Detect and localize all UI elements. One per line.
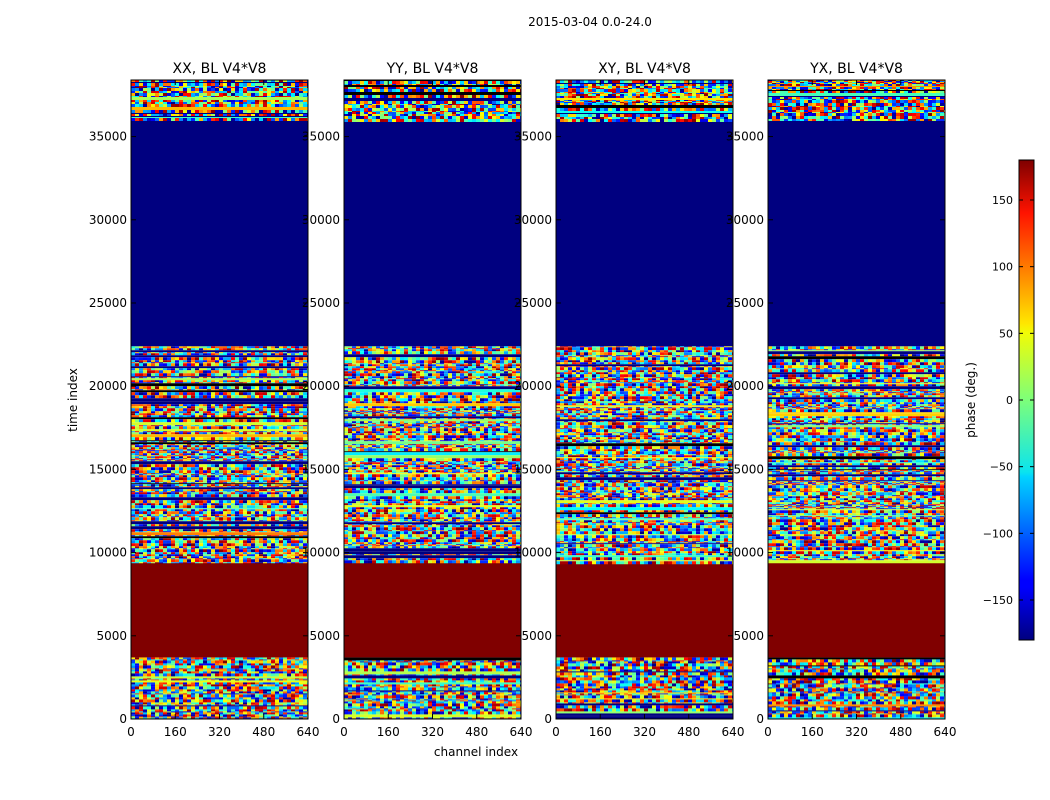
- y-tick-label: 0: [544, 712, 552, 726]
- colorbar-tick-label: −50: [990, 461, 1013, 474]
- constant-region: [768, 119, 945, 347]
- noise-region: [131, 80, 308, 121]
- y-tick-label: 15000: [302, 462, 340, 476]
- x-tick-label: 160: [589, 725, 612, 739]
- noise-region: [344, 346, 521, 564]
- y-tick-label: 10000: [89, 546, 127, 560]
- y-tick-label: 20000: [89, 379, 127, 393]
- heatmap-image: [556, 80, 733, 719]
- constant-region: [344, 562, 521, 658]
- x-tick-label: 160: [377, 725, 400, 739]
- constant-region: [344, 119, 521, 347]
- y-tick-label: 20000: [514, 379, 552, 393]
- y-tick-label: 35000: [302, 130, 340, 144]
- x-tick-label: 640: [510, 725, 533, 739]
- x-tick-label: 480: [677, 725, 700, 739]
- y-tick-label: 25000: [302, 296, 340, 310]
- noise-region: [556, 657, 733, 719]
- x-axis-label: channel index: [434, 745, 518, 759]
- constant-region: [131, 119, 308, 347]
- y-tick-label: 35000: [89, 130, 127, 144]
- noise-region: [768, 657, 945, 719]
- y-tick-label: 5000: [309, 629, 340, 643]
- y-tick-label: 20000: [302, 379, 340, 393]
- x-tick-label: 480: [889, 725, 912, 739]
- x-tick-label: 0: [552, 725, 560, 739]
- y-tick-label: 35000: [726, 130, 764, 144]
- y-tick-label: 25000: [89, 296, 127, 310]
- x-tick-label: 0: [764, 725, 772, 739]
- panels: XX, BL V4*V8 0 5000 10000 15000 20000 25000 300…: [89, 61, 957, 739]
- y-tick-label: 0: [756, 712, 764, 726]
- y-tick-label: 30000: [726, 213, 764, 227]
- y-tick-label: 25000: [726, 296, 764, 310]
- panel-title: XX, BL V4*V8: [173, 61, 267, 77]
- x-tick-label: 160: [801, 725, 824, 739]
- colorbar-tick-label: 150: [992, 194, 1013, 207]
- y-tick-label: 20000: [726, 379, 764, 393]
- noise-region: [344, 80, 521, 122]
- x-tick-label: 640: [934, 725, 957, 739]
- panel-title: YY, BL V4*V8: [386, 61, 479, 77]
- x-tick-label: 480: [465, 725, 488, 739]
- y-tick-label: 15000: [89, 462, 127, 476]
- constant-region: [131, 562, 308, 658]
- colorbar-tick-label: 100: [992, 261, 1013, 274]
- y-tick-label: 5000: [96, 629, 127, 643]
- constant-region: [768, 562, 945, 658]
- y-tick-label: 10000: [302, 546, 340, 560]
- colorbar-tick-label: −100: [983, 527, 1013, 540]
- y-tick-label: 30000: [302, 213, 340, 227]
- x-tick-label: 640: [722, 725, 745, 739]
- colorbar-tick-label: −150: [983, 594, 1013, 607]
- x-tick-label: 320: [421, 725, 444, 739]
- x-tick-label: 160: [164, 725, 187, 739]
- y-tick-label: 10000: [514, 546, 552, 560]
- noise-region: [768, 346, 945, 564]
- heatmap-image: [131, 80, 308, 719]
- noise-region: [344, 657, 521, 719]
- colorbar-ticks: −150 −100 −50 0 50 100 150: [983, 194, 1034, 607]
- noise-region: [131, 657, 308, 719]
- panel-title: YX, BL V4*V8: [809, 61, 903, 77]
- x-tick-label: 0: [127, 725, 135, 739]
- x-tick-label: 320: [633, 725, 656, 739]
- figure-title: 2015-03-04 0.0-24.0: [528, 15, 652, 29]
- y-tick-label: 25000: [514, 296, 552, 310]
- y-axis-label: time index: [66, 368, 80, 432]
- heatmap-image: [344, 80, 521, 719]
- constant-region: [556, 119, 733, 347]
- x-tick-label: 480: [252, 725, 275, 739]
- noise-region: [556, 346, 733, 565]
- panel-yx: YX, BL V4*V8 0 5000 10000 15000 20000 25000 300…: [726, 61, 957, 739]
- y-tick-label: 0: [119, 712, 127, 726]
- y-tick-label: 15000: [514, 462, 552, 476]
- panel-yy: YY, BL V4*V8 0 5000 10000 15000 20000 25000 300…: [302, 61, 533, 739]
- colorbar-label: phase (deg.): [964, 362, 978, 438]
- y-tick-label: 0: [332, 712, 340, 726]
- panel-title: XY, BL V4*V8: [598, 61, 691, 77]
- y-tick-label: 15000: [726, 462, 764, 476]
- x-tick-label: 320: [208, 725, 231, 739]
- y-tick-label: 5000: [733, 629, 764, 643]
- colorbar-tick-label: 0: [1006, 394, 1013, 407]
- colorbar: −150 −100 −50 0 50 100 150 phase (deg.): [964, 159, 1035, 641]
- panel-xy: XY, BL V4*V8 0 5000 10000 15000 20000 25000 300…: [514, 61, 745, 739]
- x-tick-label: 320: [845, 725, 868, 739]
- y-tick-label: 30000: [514, 213, 552, 227]
- constant-region: [556, 562, 733, 658]
- noise-region: [131, 346, 308, 564]
- x-tick-label: 640: [297, 725, 320, 739]
- y-tick-label: 5000: [521, 629, 552, 643]
- y-tick-label: 35000: [514, 130, 552, 144]
- heatmap-image: [768, 80, 945, 719]
- colorbar-tick-label: 50: [999, 327, 1013, 340]
- noise-region: [556, 80, 733, 122]
- y-tick-label: 30000: [89, 213, 127, 227]
- panel-xx: XX, BL V4*V8 0 5000 10000 15000 20000 25000 300…: [89, 61, 320, 739]
- noise-region: [768, 80, 945, 121]
- x-tick-label: 0: [340, 725, 348, 739]
- y-tick-label: 10000: [726, 546, 764, 560]
